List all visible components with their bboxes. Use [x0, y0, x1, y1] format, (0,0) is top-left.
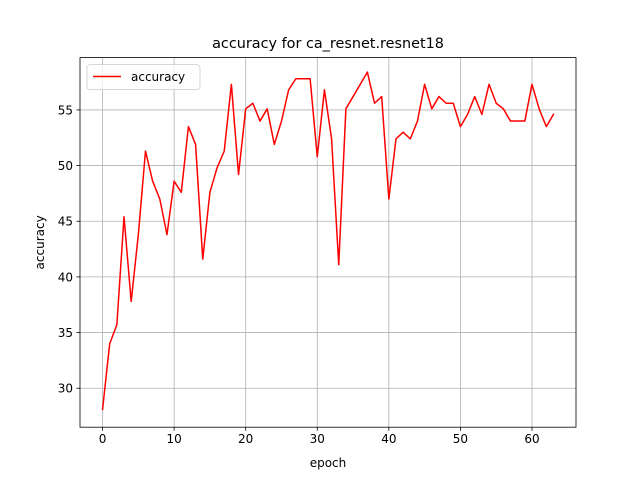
y-tick-label: 45	[58, 215, 73, 229]
x-tick-label: 0	[99, 432, 107, 446]
ticks-layer: 0 10 20 30 40 50 60 30 35 40 45 50 55	[58, 103, 540, 446]
accuracy-series-line	[101, 71, 555, 411]
x-tick-label: 50	[453, 432, 468, 446]
series-layer	[101, 71, 555, 411]
y-tick-label: 35	[58, 326, 73, 340]
grid-layer	[80, 57, 576, 428]
legend-box	[86, 64, 201, 90]
x-tick-label: 30	[310, 432, 325, 446]
legend: accuracy	[86, 64, 201, 90]
x-tick-label: 60	[524, 432, 539, 446]
x-tick-label: 20	[238, 432, 253, 446]
x-tick-label: 10	[166, 432, 181, 446]
x-axis-label: epoch	[310, 456, 347, 470]
chart-title: accuracy for ca_resnet.resnet18	[212, 36, 444, 52]
legend-label: accuracy	[131, 70, 185, 84]
y-tick-label: 50	[58, 159, 73, 173]
x-tick-label: 40	[381, 432, 396, 446]
y-tick-label: 40	[58, 270, 73, 284]
plot-area-frame	[79, 57, 577, 428]
y-tick-label: 55	[58, 103, 73, 117]
y-axis-label: accuracy	[33, 215, 47, 269]
y-tick-label: 30	[58, 382, 73, 396]
